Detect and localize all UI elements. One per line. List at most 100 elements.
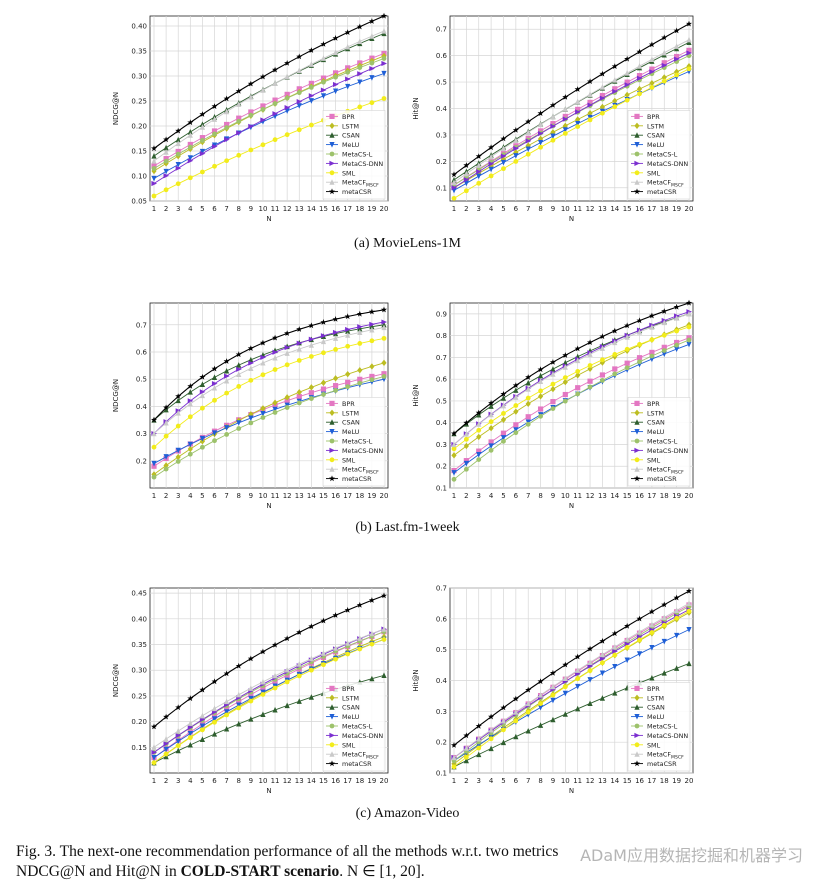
data-point xyxy=(587,102,594,108)
data-point xyxy=(624,70,630,76)
data-point xyxy=(187,414,193,420)
x-tick-label: 5 xyxy=(501,777,505,785)
data-point xyxy=(686,608,692,614)
data-point xyxy=(463,180,469,187)
x-tick-label: 7 xyxy=(224,205,228,213)
data-point xyxy=(187,445,193,453)
data-point xyxy=(513,709,519,715)
data-point xyxy=(272,137,278,143)
data-point xyxy=(248,420,254,426)
data-point xyxy=(369,33,375,39)
data-point xyxy=(296,86,302,92)
data-point xyxy=(587,700,593,707)
data-point xyxy=(333,388,338,393)
data-point xyxy=(600,357,605,363)
data-point xyxy=(344,606,351,613)
data-point xyxy=(500,145,507,152)
data-point xyxy=(463,745,469,751)
data-point xyxy=(624,82,631,88)
data-point xyxy=(476,751,482,758)
data-point xyxy=(612,663,618,670)
data-point xyxy=(236,702,242,709)
legend-label: MetaCFMSCF xyxy=(647,466,684,476)
data-point xyxy=(284,679,290,685)
legend-label: MetaCFMSCF xyxy=(342,179,379,189)
data-point xyxy=(649,353,655,359)
y-tick-label: 0.25 xyxy=(131,692,147,700)
data-point xyxy=(369,60,375,66)
data-point xyxy=(224,709,230,715)
y-tick-label: 0.5 xyxy=(436,79,447,87)
data-point xyxy=(308,694,314,700)
data-point xyxy=(247,655,254,662)
data-point xyxy=(369,377,375,383)
data-point xyxy=(332,329,339,336)
y-tick-label: 0.2 xyxy=(136,457,147,465)
data-point xyxy=(236,426,242,431)
data-point xyxy=(381,96,387,101)
data-point xyxy=(575,683,581,690)
data-point xyxy=(212,131,217,137)
y-tick-label: 0.5 xyxy=(436,646,447,654)
data-point xyxy=(525,374,532,380)
data-point xyxy=(272,101,278,107)
data-point xyxy=(636,48,643,55)
data-point xyxy=(163,158,169,164)
data-point xyxy=(247,345,254,351)
y-tick-label: 0.7 xyxy=(436,26,447,34)
data-point xyxy=(272,706,278,713)
data-point xyxy=(574,86,581,92)
data-point xyxy=(549,359,556,365)
x-tick-label: 14 xyxy=(307,777,316,785)
data-point xyxy=(187,398,194,404)
data-point xyxy=(488,726,494,733)
data-point xyxy=(525,151,531,157)
legend-marker xyxy=(634,732,640,738)
x-tick-label: 18 xyxy=(660,205,669,213)
data-point xyxy=(175,728,181,734)
data-point xyxy=(296,661,302,667)
legend-label: MetaCS-DNN xyxy=(647,447,688,455)
data-point xyxy=(163,454,169,460)
data-point xyxy=(686,660,692,667)
data-point xyxy=(476,745,482,751)
data-point xyxy=(661,344,667,350)
data-point xyxy=(199,381,206,387)
data-point xyxy=(199,389,206,395)
data-point xyxy=(200,727,205,733)
data-point xyxy=(332,316,339,322)
data-point xyxy=(187,400,193,407)
data-point xyxy=(296,358,302,363)
data-point xyxy=(211,128,218,134)
legend-label: MeLU xyxy=(647,428,665,436)
series-metacsr xyxy=(151,592,387,730)
data-point xyxy=(321,662,326,668)
data-point xyxy=(674,632,680,639)
data-point xyxy=(332,383,339,389)
data-point xyxy=(308,98,314,104)
data-point xyxy=(236,691,242,698)
legend-label: MetaCFMSCF xyxy=(647,751,684,761)
data-point xyxy=(175,148,181,155)
data-point xyxy=(296,67,302,74)
data-point xyxy=(200,138,205,143)
data-point xyxy=(308,390,314,396)
legend-label: SML xyxy=(342,456,356,464)
data-point xyxy=(537,678,544,685)
data-point xyxy=(476,411,482,418)
legend-marker xyxy=(329,160,335,166)
data-point xyxy=(562,398,568,404)
data-point xyxy=(674,607,680,613)
data-point xyxy=(686,587,692,594)
data-point xyxy=(624,79,630,85)
series-line xyxy=(453,663,690,768)
data-point xyxy=(163,713,170,720)
data-point xyxy=(284,60,291,66)
y-tick-label: 0.9 xyxy=(436,310,447,318)
x-tick-label: 18 xyxy=(355,777,364,785)
data-point xyxy=(637,637,642,643)
data-point xyxy=(321,392,326,397)
x-tick-label: 5 xyxy=(200,205,204,213)
data-point xyxy=(488,153,494,160)
